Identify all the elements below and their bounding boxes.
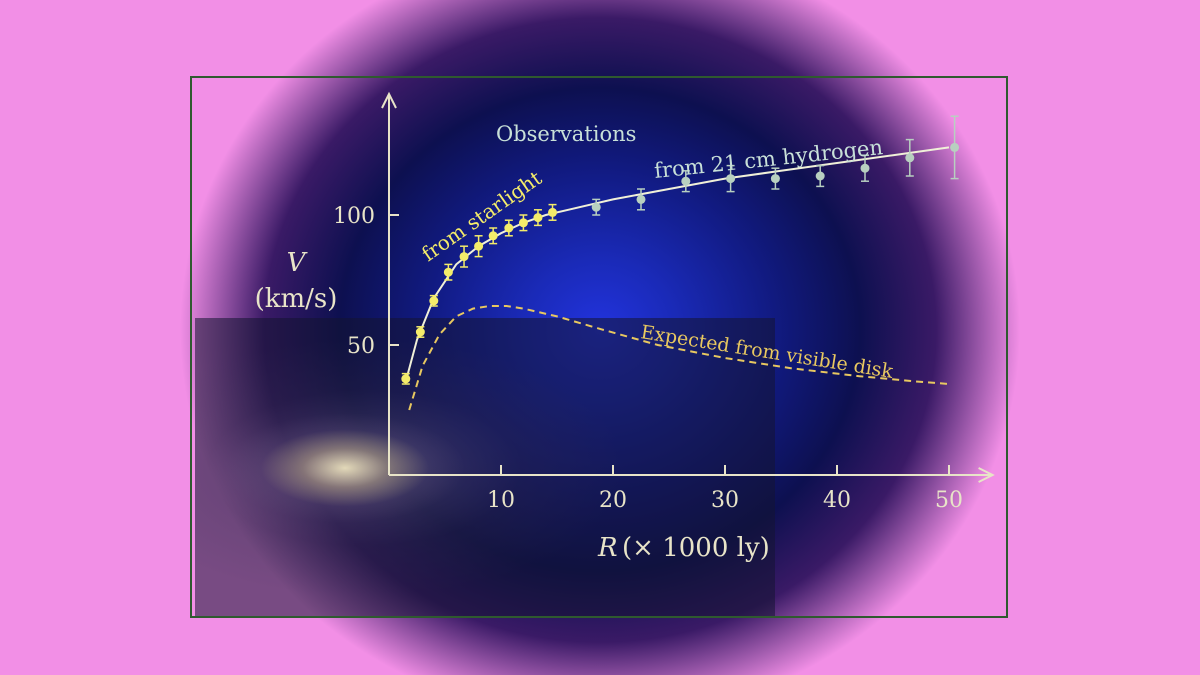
hydrogen-point (815, 171, 825, 181)
x-tick-label-20: 20 (599, 488, 627, 513)
starlight-point (548, 207, 558, 217)
annotation-expected: Expected from visible disk (639, 321, 895, 383)
starlight-point (443, 267, 453, 277)
starlight-point (429, 296, 439, 306)
hydrogen-point (770, 174, 780, 184)
ticks: 10 20 30 40 50 50 100 (333, 204, 963, 513)
starlight-point (533, 213, 543, 223)
hydrogen-point (860, 163, 870, 173)
y-axis-arrow (381, 91, 397, 109)
starlight-point (488, 231, 498, 241)
hydrogen-point (681, 176, 691, 186)
hydrogen-point (950, 142, 960, 152)
expected-curve (408, 305, 950, 411)
starlight-point (504, 223, 514, 233)
x-axis-var: R (597, 533, 618, 563)
starlight-point (459, 252, 469, 262)
x-tick-label-40: 40 (823, 488, 851, 513)
x-axis-unit: (× 1000 ly) (622, 533, 770, 563)
starlight-point (518, 218, 528, 228)
starlight-point (415, 327, 425, 337)
annotation-hydrogen: from 21 cm hydrogen (653, 135, 884, 183)
annotation-observations: Observations (496, 122, 636, 146)
y-axis-unit: (km/s) (255, 284, 338, 314)
y-axis-var: V (287, 248, 308, 278)
hydrogen-point (636, 194, 646, 204)
y-tick-label-100: 100 (333, 204, 375, 229)
starlight-point (401, 374, 411, 384)
x-axis-arrow (978, 467, 995, 483)
axes (381, 91, 995, 483)
hydrogen-point (591, 202, 601, 212)
starlight-point (474, 241, 484, 251)
x-tick-label-10: 10 (487, 488, 515, 513)
hydrogen-point (726, 174, 736, 184)
hydrogen-point (905, 153, 915, 163)
x-tick-label-50: 50 (935, 488, 963, 513)
x-tick-label-30: 30 (711, 488, 739, 513)
annotation-starlight: from starlight (417, 166, 546, 266)
galaxy-photo (195, 318, 775, 618)
points (401, 115, 960, 385)
chart-frame (190, 76, 1008, 618)
y-tick-label-50: 50 (347, 334, 375, 359)
